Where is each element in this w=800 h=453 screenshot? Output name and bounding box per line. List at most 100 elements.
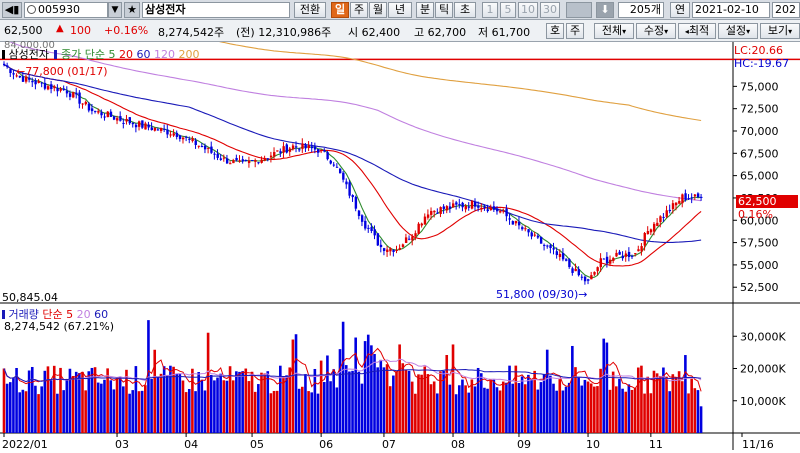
volume-bar <box>658 375 662 433</box>
optimize-button[interactable]: ◂최적 <box>678 23 716 39</box>
volume-bar <box>611 371 615 433</box>
candle-body <box>191 138 194 142</box>
candle-body <box>56 87 59 92</box>
adjust-button[interactable]: 수정▾ <box>636 23 676 39</box>
change-percent: +0.16% <box>104 24 149 37</box>
candle-body <box>144 123 147 130</box>
custom-interval-button[interactable] <box>566 2 592 18</box>
candle-body <box>593 272 596 275</box>
volume-bar <box>191 368 194 433</box>
volume-bar <box>486 388 489 433</box>
interval-5-button[interactable]: 5 <box>500 2 516 18</box>
low-annotation-text: 51,800 (09/30) <box>496 288 579 301</box>
candle-body <box>9 69 12 74</box>
volume-bar <box>90 367 94 433</box>
date-input-end[interactable]: 202 <box>772 2 800 18</box>
volume-bar <box>115 377 119 433</box>
volume-bar <box>335 387 339 433</box>
candle-body <box>612 258 615 261</box>
volume-bar <box>426 374 430 433</box>
volume-bar <box>118 377 122 433</box>
interval-30-button[interactable]: 30 <box>540 2 560 18</box>
candle-body <box>652 223 656 232</box>
period-month-tab[interactable]: 월 <box>369 2 387 18</box>
ma-line-120 <box>3 37 702 202</box>
stock-code-input[interactable]: 005930 <box>24 2 108 18</box>
volume-bar <box>225 380 229 433</box>
period-second-tab[interactable]: 초 <box>454 2 476 18</box>
candle-body <box>81 103 84 105</box>
stock-button[interactable]: 주 <box>566 23 584 39</box>
candle-body <box>181 137 185 140</box>
volume-bar <box>74 371 78 433</box>
candle-body <box>477 205 480 208</box>
volume-bar <box>216 377 219 433</box>
candle-body <box>257 162 260 164</box>
legend-volume-label: 거래량 <box>8 308 39 321</box>
candle-body <box>543 244 546 246</box>
count-value: 205 <box>629 3 651 16</box>
period-week-tab[interactable]: 주 <box>350 2 368 18</box>
volume-bar <box>636 367 640 433</box>
period-tick-tab[interactable]: 틱 <box>435 2 453 18</box>
high-annotation-text: 77,800 (01/17) <box>25 65 108 78</box>
candle-body <box>373 229 376 236</box>
period-minute-tab[interactable]: 분 <box>416 2 434 18</box>
stock-name-field: 삼성전자 <box>142 2 290 18</box>
volume-bar <box>495 387 499 433</box>
candle-body <box>690 197 694 199</box>
volume-bar <box>49 380 53 433</box>
volume-bar <box>690 378 693 433</box>
candle-body <box>235 157 238 161</box>
count-input[interactable]: 205개 <box>618 2 664 18</box>
view-all-button[interactable]: 전체▾ <box>594 23 634 39</box>
candle-body <box>351 195 354 198</box>
candle-body <box>665 210 668 217</box>
settings-button[interactable]: 설정▾ <box>718 23 758 39</box>
date-input[interactable]: 2021-02-10 <box>692 2 770 18</box>
x-tick-label: 11/16 <box>742 438 774 450</box>
volume-bar <box>436 393 439 433</box>
candle-body <box>282 146 285 153</box>
volume-bar <box>665 376 668 433</box>
year-button[interactable]: 연 <box>670 2 690 18</box>
candle-body <box>637 249 640 252</box>
volume-bar <box>260 372 263 433</box>
volume-bar <box>37 394 40 433</box>
volume-bar <box>228 366 232 433</box>
candle-body <box>401 244 405 247</box>
favorite-star-button[interactable]: ★ <box>124 2 140 18</box>
candle-body <box>643 233 646 246</box>
candle-body <box>348 182 351 196</box>
volume-bar <box>351 370 354 433</box>
price-tag: 62,500 <box>736 195 798 208</box>
volume-bar <box>530 379 533 433</box>
volume-bar <box>545 349 549 433</box>
volume-bar <box>674 376 678 433</box>
view-button[interactable]: 보기▾ <box>760 23 800 39</box>
candle-body <box>28 77 31 80</box>
candle-body <box>166 129 169 135</box>
quote-button[interactable]: 호 <box>546 23 564 39</box>
view-all-label: 전체 <box>601 24 623 37</box>
interval-1-button[interactable]: 1 <box>482 2 498 18</box>
candle-body <box>423 216 427 225</box>
down-arrow-icon[interactable]: ⬇ <box>596 2 614 18</box>
candle-body <box>411 236 414 241</box>
candle-body <box>169 134 172 136</box>
code-dropdown-button[interactable]: ▼ <box>108 2 122 18</box>
chevron-left-icon: ◂ <box>684 27 689 36</box>
candle-body <box>609 259 612 264</box>
period-day-tab[interactable]: 일 <box>331 2 349 18</box>
candle-body <box>188 138 191 140</box>
interval-10-button[interactable]: 10 <box>518 2 538 18</box>
period-year-tab[interactable]: 년 <box>388 2 412 18</box>
volume-bar <box>630 389 634 433</box>
volume-bar <box>360 383 364 433</box>
volume-bar <box>316 393 320 433</box>
candle-body <box>587 279 590 281</box>
nav-back-button[interactable]: ◀▮ <box>2 2 22 18</box>
toggle-button[interactable]: 전환 <box>294 2 326 18</box>
